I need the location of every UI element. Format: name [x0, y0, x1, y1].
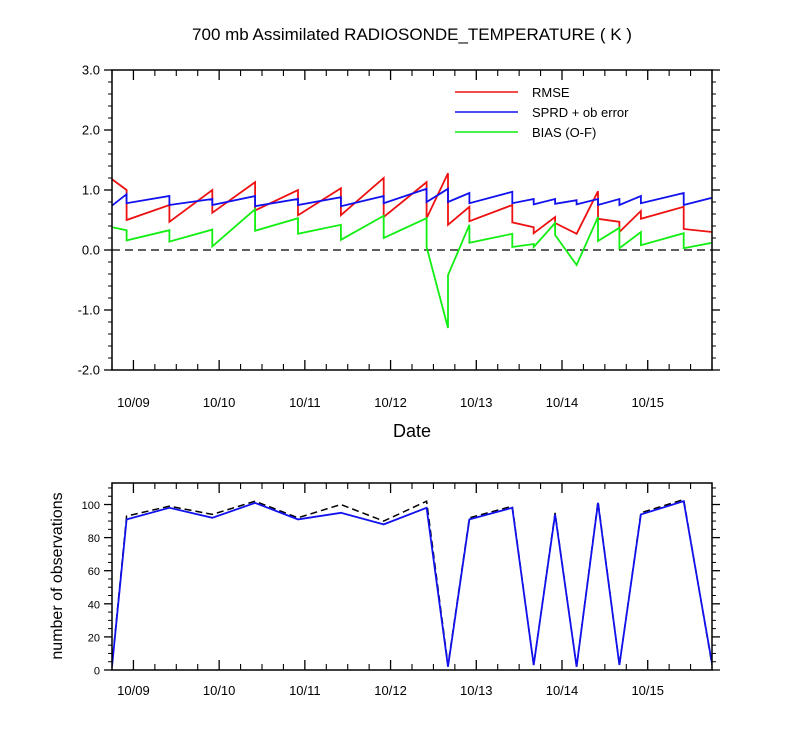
top-series-rmse	[112, 172, 712, 236]
top-x-tick-label: 10/13	[460, 395, 493, 410]
bottom-series-group	[112, 498, 712, 667]
top-x-tick-label: 10/15	[631, 395, 664, 410]
chart-title: 700 mb Assimilated RADIOSONDE_TEMPERATUR…	[192, 25, 632, 44]
top-x-tick-label: 10/14	[546, 395, 579, 410]
bottom-x-tick-label: 10/12	[374, 683, 407, 698]
bottom-x-tick-label: 10/11	[289, 683, 321, 698]
top-x-tick-label: 10/11	[289, 395, 321, 410]
top-y-tick-label: 3.0	[82, 63, 100, 78]
bottom-y-axis-label: number of observations	[49, 492, 66, 659]
bottom-x-tick-label: 10/15	[631, 683, 664, 698]
top-series-bias-o-f	[112, 207, 712, 329]
bottom-y-tick-label: 100	[82, 500, 100, 512]
top-series-group	[112, 172, 712, 329]
legend-rmse-label: RMSE	[532, 85, 570, 100]
bottom-panel: 0 20 40 60 80 100 10/09 10/10 10/11 10/12 10/13 10/…	[82, 482, 720, 698]
top-y-tick-label: 2.0	[82, 123, 100, 138]
legend-bias-label: BIAS (O-F)	[532, 125, 596, 140]
top-y-tick-label: 1.0	[82, 183, 100, 198]
bottom-x-tick-label: 10/10	[203, 683, 236, 698]
legend: RMSE SPRD + ob error BIAS (O-F)	[455, 85, 629, 140]
bottom-y-tick-label: 40	[88, 599, 100, 611]
bottom-x-tick-label: 10/09	[117, 683, 150, 698]
bottom-y-tick-label: 0	[94, 666, 100, 678]
bottom-series-used-observations	[112, 500, 712, 667]
top-x-tick-label: 10/12	[374, 395, 407, 410]
bottom-y-tick-label: 20	[88, 632, 100, 644]
top-x-tick-label: 10/09	[117, 395, 150, 410]
bottom-y-tick-label: 80	[88, 533, 100, 545]
top-y-tick-label: -2.0	[78, 363, 100, 378]
top-y-tick-label: -1.0	[78, 303, 100, 318]
top-y-tick-label: 0.0	[82, 243, 100, 258]
top-series-sprd-ob-error	[112, 187, 712, 208]
bottom-x-tick-label: 10/13	[460, 683, 493, 698]
legend-sprd-label: SPRD + ob error	[532, 105, 629, 120]
top-x-axis-label: Date	[393, 421, 431, 441]
top-panel: -2.0 -1.0 0.0 1.0 2.0 3.0 10/09 10/10 10/11 10/12…	[78, 63, 720, 410]
top-x-tick-label: 10/10	[203, 395, 236, 410]
bottom-x-tick-label: 10/14	[546, 683, 579, 698]
bottom-y-tick-label: 60	[88, 566, 100, 578]
